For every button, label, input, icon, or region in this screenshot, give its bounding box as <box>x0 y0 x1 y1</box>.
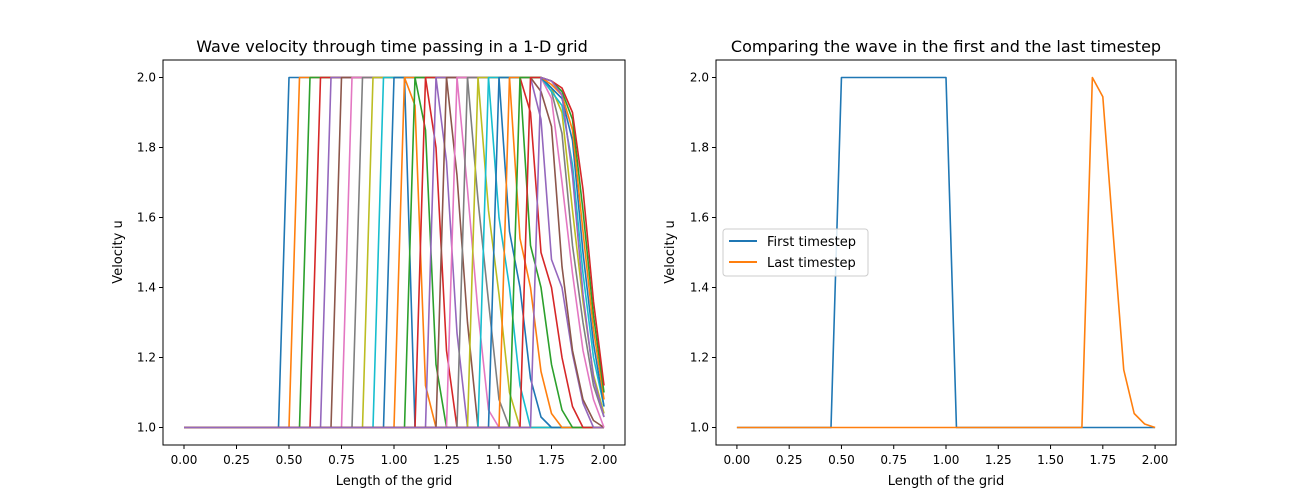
x-axis-label: Length of the grid <box>336 474 453 489</box>
x-tick-label: 0.25 <box>776 453 803 467</box>
series-line-1 <box>736 76 1156 429</box>
x-tick-label: 1.50 <box>1037 453 1064 467</box>
x-tick-label: 1.25 <box>985 453 1012 467</box>
y-tick-label: 1.4 <box>690 281 709 295</box>
y-tick-label: 1.8 <box>690 141 709 155</box>
y-tick-label: 1.8 <box>137 141 156 155</box>
x-tick-label: 1.00 <box>933 453 960 467</box>
y-axis-label: Velocity u <box>111 220 126 283</box>
series-layer <box>184 76 605 429</box>
x-tick-label: 0.00 <box>171 453 198 467</box>
x-tick-label: 1.25 <box>433 453 460 467</box>
x-tick-label: 1.50 <box>486 453 513 467</box>
y-tick-label: 1.2 <box>137 351 156 365</box>
legend: First timestep Last timestep <box>722 228 869 277</box>
y-tick-label: 1.2 <box>690 351 709 365</box>
y-tick-label: 1.4 <box>137 281 156 295</box>
x-tick-label: 0.50 <box>276 453 303 467</box>
y-axis-label: Velocity u <box>663 220 678 283</box>
chart-wave-velocity: Wave velocity through time passing in a … <box>111 37 626 489</box>
legend-entry-last: Last timestep <box>767 256 856 271</box>
series-line-24 <box>184 76 605 429</box>
x-axis-label: Length of the grid <box>888 474 1005 489</box>
x-tick-label: 2.00 <box>591 453 618 467</box>
y-tick-label: 1.0 <box>690 421 709 435</box>
x-tick-label: 0.50 <box>828 453 855 467</box>
x-tick-label: 1.75 <box>538 453 565 467</box>
y-axis-ticks: 1.0 1.2 1.4 1.6 1.8 2.0 <box>690 71 716 435</box>
x-axis-ticks: 0.00 0.25 0.50 0.75 1.00 1.25 1.50 1.75 2.00 <box>724 445 1169 467</box>
legend-entry-first: First timestep <box>767 235 856 250</box>
series-layer <box>736 76 1156 429</box>
x-tick-label: 0.75 <box>880 453 907 467</box>
y-tick-label: 2.0 <box>137 71 156 85</box>
x-tick-label: 1.00 <box>381 453 408 467</box>
x-tick-label: 2.00 <box>1142 453 1169 467</box>
x-tick-label: 0.75 <box>328 453 355 467</box>
y-tick-label: 2.0 <box>690 71 709 85</box>
x-tick-label: 0.25 <box>223 453 250 467</box>
x-tick-label: 0.00 <box>724 453 751 467</box>
y-axis-ticks: 1.0 1.2 1.4 1.6 1.8 2.0 <box>137 71 163 435</box>
y-tick-label: 1.6 <box>690 211 709 225</box>
chart-title: Wave velocity through time passing in a … <box>196 37 588 56</box>
y-tick-label: 1.0 <box>137 421 156 435</box>
x-axis-ticks: 0.00 0.25 0.50 0.75 1.00 1.25 1.50 1.75 2.00 <box>171 445 618 467</box>
chart-first-vs-last: Comparing the wave in the first and the … <box>663 37 1177 489</box>
plot-frame <box>162 59 626 446</box>
legend-box <box>722 228 869 277</box>
y-tick-label: 1.6 <box>137 211 156 225</box>
chart-title: Comparing the wave in the first and the … <box>731 37 1161 56</box>
x-tick-label: 1.75 <box>1089 453 1116 467</box>
